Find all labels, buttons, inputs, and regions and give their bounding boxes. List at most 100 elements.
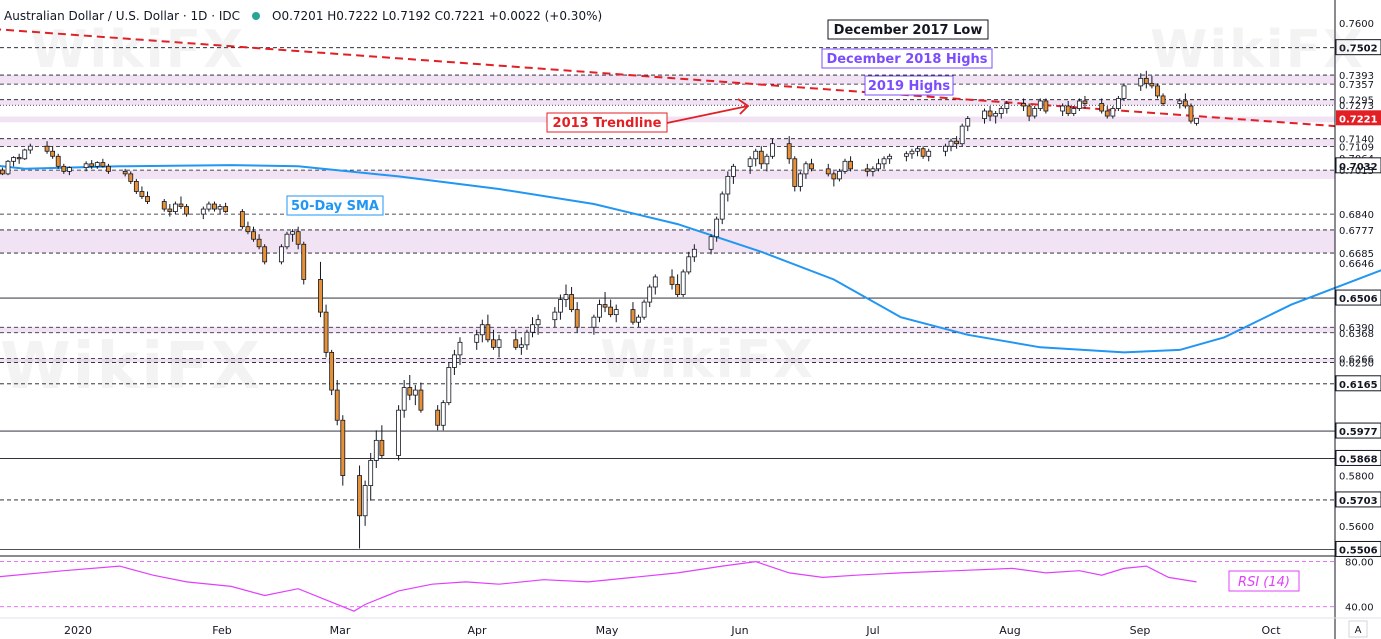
watermark: WikiFX <box>600 330 816 390</box>
candle-body <box>239 211 245 228</box>
candle-body <box>295 231 301 245</box>
candle-body <box>412 389 418 396</box>
time-tick-label: Sep <box>1130 624 1151 637</box>
candle-body <box>1099 103 1105 112</box>
candle-body <box>909 150 915 155</box>
candle-body <box>558 299 563 313</box>
candle-body <box>44 145 50 152</box>
candle-body <box>792 158 798 187</box>
candle-body <box>27 145 33 151</box>
candle-body <box>708 236 714 250</box>
candle-body <box>83 163 89 168</box>
candle-body <box>279 246 284 263</box>
candle-body <box>451 354 457 368</box>
candle-body <box>284 233 290 248</box>
candle-body <box>145 196 150 202</box>
time-tick-label: Mar <box>330 624 351 637</box>
candle-body <box>167 208 173 212</box>
candle-body <box>602 304 608 308</box>
candle-body <box>217 206 223 210</box>
candle-body <box>770 143 775 157</box>
auto-scale-label: A <box>1355 625 1362 636</box>
candle-body <box>256 238 262 248</box>
sr-zone <box>0 170 1335 179</box>
candle-body <box>714 218 720 238</box>
price-tick-label: 0.7502 <box>1339 44 1378 55</box>
candle-body <box>563 294 569 300</box>
candle-body <box>680 271 686 295</box>
price-tick-label: 0.7273 <box>1339 101 1374 112</box>
candle-body <box>373 439 379 461</box>
candle-body <box>55 155 61 167</box>
candle-body <box>290 231 295 235</box>
candle-body <box>362 485 368 517</box>
price-tick-label: 0.7015 <box>1339 166 1374 177</box>
trendline-2013 <box>0 28 1336 128</box>
candle-body <box>803 163 809 175</box>
candle-body <box>446 367 452 404</box>
candle-body <box>870 168 876 172</box>
candle-body <box>1021 103 1026 107</box>
time-tick-label: Jul <box>865 624 879 637</box>
candle-body <box>11 157 16 162</box>
candle-body <box>630 309 636 323</box>
price-tick-label: 0.6506 <box>1339 294 1378 305</box>
candle-body <box>1071 108 1077 114</box>
candle-body <box>797 173 803 187</box>
candle-body <box>530 324 535 333</box>
auto-scale-button <box>1348 620 1368 638</box>
rsi-tick-label: 80.00 <box>1345 558 1374 569</box>
price-tick-label: 0.6685 <box>1339 249 1374 260</box>
price-tick-label: 0.7221 <box>1339 114 1378 125</box>
candle-body <box>223 206 229 212</box>
candle-body <box>479 324 485 336</box>
candle-body <box>881 158 887 165</box>
candle-body <box>184 206 189 215</box>
sma-50-line <box>0 164 1381 354</box>
candle-body <box>1155 85 1160 97</box>
time-tick-label: Aug <box>999 624 1020 637</box>
candle-body <box>1082 100 1088 104</box>
level-tag <box>1335 449 1381 466</box>
rsi-legend: RSI (14) <box>1238 575 1290 590</box>
candle-body <box>357 475 362 517</box>
candle-body <box>1065 105 1071 114</box>
label-dec-2017-low: December 2017 Low <box>834 23 983 38</box>
time-tick-label: May <box>596 624 619 637</box>
level-tag <box>1335 157 1381 174</box>
candle-body <box>1188 105 1194 122</box>
candle-body <box>786 143 792 160</box>
candle-body <box>747 158 753 167</box>
candle-body <box>569 294 574 311</box>
candle-body <box>128 173 134 182</box>
level-tag <box>1335 39 1381 56</box>
candle-body <box>1076 100 1082 109</box>
candle-body <box>340 419 346 476</box>
sr-zone <box>0 229 1335 254</box>
candle-body <box>485 324 491 341</box>
candle-body <box>133 181 139 192</box>
candle-body <box>251 231 256 240</box>
candle-body <box>491 339 496 348</box>
candle-body <box>613 309 619 316</box>
candle-body <box>206 203 212 210</box>
candle-body <box>518 344 524 348</box>
candle-body <box>496 339 502 348</box>
candle-body <box>94 162 100 167</box>
sr-zone <box>0 99 1335 106</box>
candle-body <box>731 165 736 177</box>
time-tick-label: Oct <box>1261 624 1281 637</box>
candle-body <box>106 165 111 172</box>
candle-body <box>825 168 831 175</box>
sr-zone <box>0 327 1335 333</box>
candle-body <box>552 311 558 321</box>
candle-body <box>915 148 920 152</box>
candle-body <box>1149 82 1155 87</box>
time-tick-label: Apr <box>467 624 487 637</box>
candle-body <box>887 155 893 160</box>
symbol-title[interactable]: Australian Dollar / U.S. Dollar · 1D · I… <box>4 9 241 23</box>
candle-body <box>591 316 597 328</box>
candle-body <box>982 110 987 119</box>
price-tick-label: 0.5703 <box>1339 496 1378 507</box>
candle-body <box>435 409 441 426</box>
